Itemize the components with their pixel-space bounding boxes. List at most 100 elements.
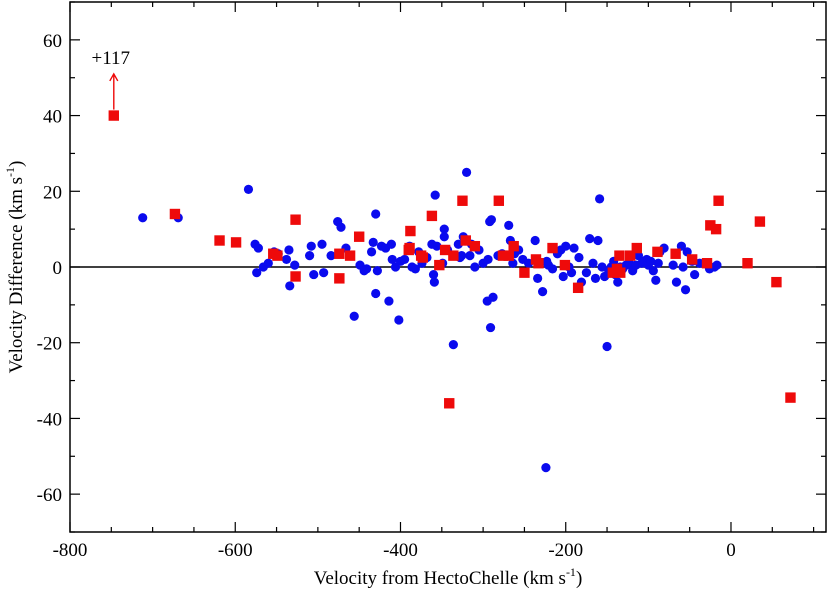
x-axis-title: Velocity from HectoChelle (km s-1) <box>314 565 583 589</box>
data-point-square <box>547 242 558 254</box>
data-point-circle <box>538 287 548 297</box>
data-point-square <box>426 210 438 222</box>
data-point-circle <box>432 241 442 251</box>
data-point-circle <box>384 296 394 306</box>
data-point-circle <box>317 239 327 249</box>
data-point-circle <box>368 237 378 247</box>
data-point-square <box>686 254 698 265</box>
data-point-circle <box>326 251 336 261</box>
data-point-circle <box>387 254 397 265</box>
data-point-circle <box>386 239 397 249</box>
data-point-square <box>457 195 468 206</box>
data-point-circle <box>457 251 467 261</box>
data-point-circle <box>566 268 577 278</box>
y-tick-label: -60 <box>37 485 62 506</box>
data-point-circle <box>690 269 700 280</box>
data-point-circle <box>504 220 514 230</box>
data-point-square <box>417 252 428 263</box>
data-point-circle <box>285 281 295 291</box>
series-squares <box>108 110 796 409</box>
data-point-square <box>713 195 724 206</box>
data-point-circle <box>290 260 300 270</box>
data-point-circle <box>541 463 551 473</box>
data-point-circle <box>485 322 496 333</box>
data-point-circle <box>486 215 496 225</box>
y-tick-label: 20 <box>43 182 62 203</box>
data-point-square <box>169 208 181 220</box>
data-point-square <box>448 250 459 261</box>
data-point-circle <box>319 268 329 278</box>
data-point-square <box>742 258 753 269</box>
data-point-square <box>615 267 626 278</box>
data-point-circle <box>394 315 404 325</box>
y-axis-title: Velocity Difference (km s-1) <box>3 161 27 374</box>
data-point-circle <box>362 264 372 274</box>
data-point-circle <box>558 271 568 282</box>
data-point-circle <box>678 262 688 272</box>
data-point-square <box>705 220 716 231</box>
y-tick-label: 0 <box>53 258 63 279</box>
data-point-circle <box>585 234 595 244</box>
data-point-square <box>230 237 242 248</box>
data-point-circle <box>281 254 292 265</box>
data-point-square <box>614 250 625 261</box>
data-point-circle <box>253 243 263 253</box>
data-point-circle <box>430 190 440 200</box>
data-point-square <box>353 231 365 242</box>
data-point-circle <box>252 268 262 278</box>
data-point-square <box>334 248 345 259</box>
y-tick-label: 40 <box>43 107 62 128</box>
data-point-square <box>508 240 519 252</box>
data-point-square <box>290 271 301 282</box>
data-point-square <box>493 195 505 206</box>
data-point-square <box>785 392 796 403</box>
data-point-square <box>754 216 766 227</box>
data-point-square <box>631 242 642 254</box>
x-tick-label: -800 <box>53 540 88 561</box>
data-point-circle <box>593 235 603 246</box>
x-tick-label: -600 <box>218 540 253 561</box>
data-point-circle <box>569 243 579 253</box>
data-point-circle <box>668 260 678 270</box>
data-point-square <box>519 267 530 278</box>
x-tick-label: -200 <box>548 540 583 561</box>
y-tick-label: -20 <box>37 334 62 355</box>
data-point-circle <box>243 184 254 194</box>
data-point-square <box>404 242 415 254</box>
data-point-circle <box>682 247 692 257</box>
y-tick-label: -40 <box>37 409 62 430</box>
data-point-square <box>624 250 636 261</box>
annotation-label: +117 <box>92 48 131 69</box>
data-point-circle <box>590 273 601 283</box>
data-point-circle <box>613 277 623 287</box>
data-point-circle <box>508 258 518 268</box>
data-point-square <box>469 240 481 252</box>
data-point-square <box>559 259 571 271</box>
data-point-circle <box>439 232 449 242</box>
data-point-circle <box>371 288 381 299</box>
data-point-circle <box>410 264 420 274</box>
data-point-circle <box>429 277 439 287</box>
data-point-circle <box>671 277 682 287</box>
data-point-circle <box>588 258 598 268</box>
data-point-square <box>533 258 544 269</box>
data-point-circle <box>712 260 722 270</box>
data-point-circle <box>372 266 382 276</box>
data-point-square <box>344 250 356 261</box>
data-point-circle <box>439 224 449 234</box>
data-point-circle <box>680 285 691 295</box>
data-point-circle <box>648 266 658 276</box>
data-point-circle <box>306 241 316 251</box>
data-point-square <box>572 282 584 294</box>
marks-layer <box>108 110 796 473</box>
data-point-square <box>272 250 283 261</box>
data-point-square <box>771 276 782 288</box>
data-point-circle <box>371 209 381 219</box>
data-point-circle <box>465 251 475 261</box>
data-point-circle <box>448 340 458 350</box>
data-point-square <box>290 214 301 225</box>
data-point-circle <box>547 264 558 274</box>
data-point-square <box>701 258 713 269</box>
data-point-circle <box>530 235 540 246</box>
